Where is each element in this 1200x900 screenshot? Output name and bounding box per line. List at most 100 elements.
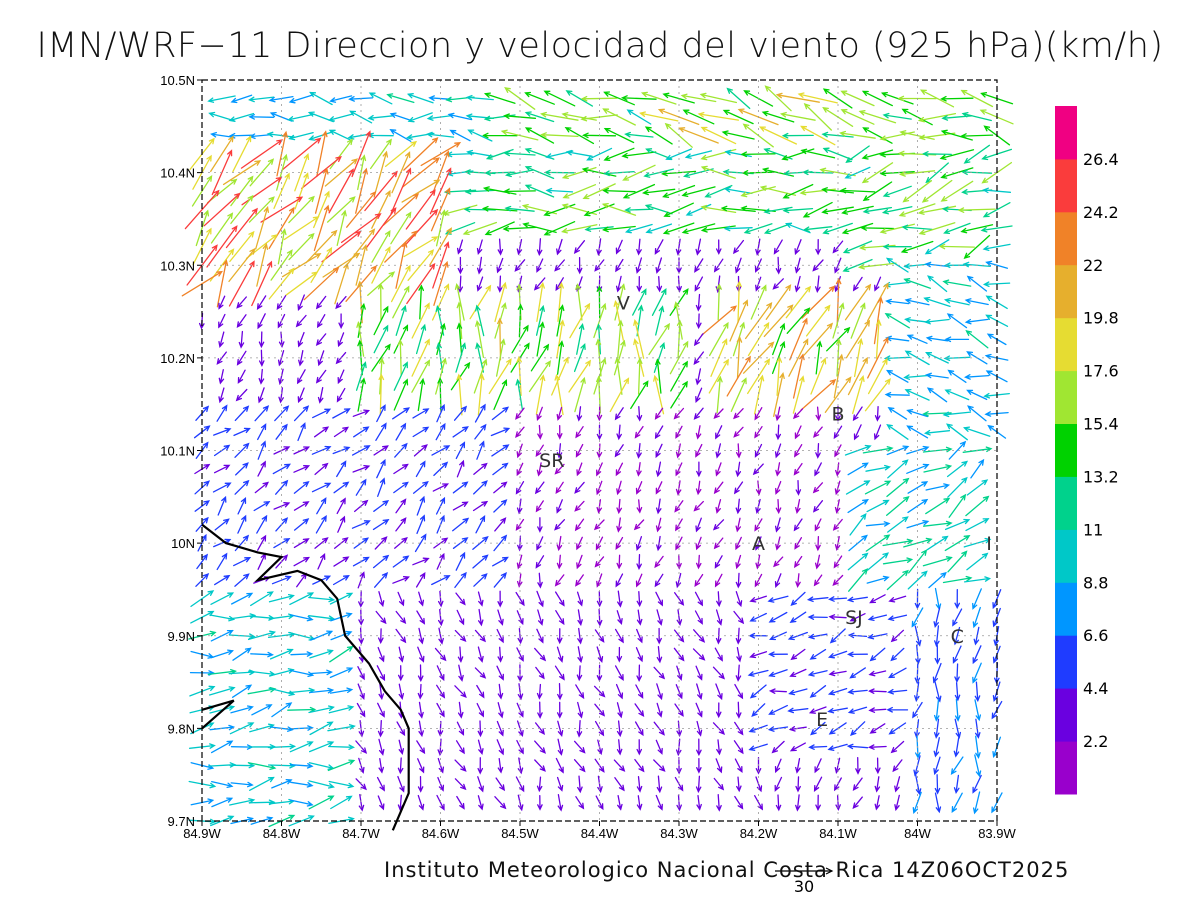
wind-vector [493, 499, 508, 513]
wind-vector [834, 757, 841, 774]
wind-vector [616, 517, 622, 533]
wind-vector [828, 596, 848, 602]
wind-vector [839, 187, 876, 194]
wind-vector [695, 554, 702, 570]
wind-vector [822, 147, 853, 161]
wind-vector [390, 167, 412, 215]
wind-vector [890, 740, 905, 754]
wind-vector [413, 444, 428, 457]
wind-vector [874, 795, 881, 811]
wind-vector [944, 336, 970, 343]
wind-vector [885, 298, 910, 305]
wind-vector [447, 112, 473, 121]
wind-vector [656, 646, 663, 664]
wind-vector [390, 211, 412, 245]
wind-vector [879, 170, 915, 177]
wind-vector [595, 795, 604, 811]
wind-vector [898, 203, 936, 217]
wind-vector [940, 180, 974, 202]
wind-vector [886, 706, 909, 713]
wind-vector [336, 209, 347, 247]
wind-vector [729, 299, 749, 342]
wind-vector [524, 127, 555, 144]
wind-vector [913, 755, 921, 777]
wind-vector [456, 609, 465, 626]
wind-vector [768, 688, 787, 694]
wind-vector [310, 669, 333, 676]
wind-vector [800, 379, 837, 411]
wind-vector [255, 205, 270, 250]
wind-vector [596, 238, 602, 256]
colorbar-swatch [1055, 529, 1077, 583]
wind-vector [367, 132, 394, 139]
wind-vector [735, 554, 742, 570]
wind-vector [275, 423, 288, 440]
wind-vector [375, 610, 387, 625]
wind-vector [456, 239, 464, 255]
wind-vector [972, 645, 982, 665]
wind-vector [775, 406, 781, 422]
wind-vector [516, 554, 523, 570]
wind-vector [869, 594, 886, 604]
wind-vector [258, 349, 265, 368]
wind-vector [613, 759, 626, 772]
wind-vector [654, 573, 664, 588]
wind-vector [636, 554, 642, 571]
wind-vector [245, 234, 278, 260]
wind-vector [378, 738, 385, 756]
wind-vector [314, 167, 329, 214]
wind-vector [849, 667, 866, 679]
wind-vector [922, 446, 953, 453]
wind-vector [358, 590, 364, 608]
colorbar-label: 17.6 [1083, 362, 1119, 381]
wind-vector [862, 206, 893, 214]
wind-vector [775, 498, 782, 515]
wind-vector [636, 442, 642, 459]
wind-vector [232, 135, 252, 173]
wind-vector [247, 686, 277, 695]
wind-vector [392, 555, 410, 568]
wind-vector [862, 181, 893, 202]
wind-vector [536, 776, 543, 793]
station-label: A [752, 533, 765, 555]
wind-vector-layer [181, 85, 1014, 828]
wind-vector [736, 335, 743, 379]
wind-vector [925, 372, 949, 379]
wind-vector [249, 158, 275, 187]
wind-vector [208, 686, 236, 696]
wind-vector [557, 794, 564, 812]
wind-vector [416, 610, 426, 625]
wind-vector [289, 614, 314, 622]
wind-vector [517, 303, 524, 338]
wind-vector [268, 267, 295, 300]
wind-vector [924, 239, 950, 255]
wind-vector [516, 355, 522, 397]
wind-vector [411, 359, 431, 393]
wind-vector [596, 608, 603, 627]
y-tick-label: 9.8N [168, 721, 195, 736]
wind-vector [358, 794, 365, 812]
wind-vector [695, 480, 702, 496]
wind-vector [616, 720, 623, 738]
wind-vector [951, 792, 963, 813]
wind-vector [524, 111, 555, 123]
wind-vector [234, 534, 250, 552]
wind-vector [934, 680, 942, 703]
wind-vector [715, 239, 722, 256]
wind-vector [293, 480, 310, 494]
wind-vector [942, 575, 973, 584]
wind-vector [405, 189, 436, 230]
wind-vector [238, 330, 245, 349]
wind-vector [554, 259, 565, 272]
wind-vector [795, 794, 801, 812]
wind-vector [866, 575, 890, 584]
y-tick-label: 10.4N [160, 166, 195, 181]
wind-vector [963, 144, 991, 164]
wind-vector [934, 587, 942, 611]
wind-vector [573, 759, 586, 773]
wind-vector [556, 499, 563, 514]
wind-vector [879, 223, 915, 234]
wind-vector [696, 794, 702, 811]
wind-vector [248, 196, 275, 223]
wind-vector [412, 408, 430, 419]
